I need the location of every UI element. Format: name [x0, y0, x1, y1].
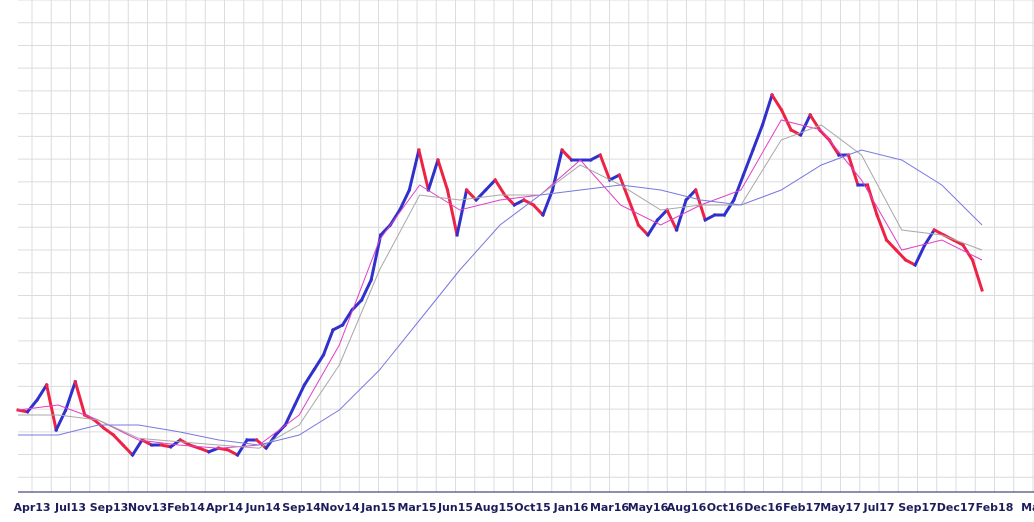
candle [311, 352, 326, 373]
candle [922, 227, 937, 248]
candle [970, 258, 984, 292]
candle [703, 212, 717, 223]
candle [626, 198, 641, 227]
moving-average [18, 149, 983, 446]
candle [25, 397, 40, 414]
x-tick-label: Jan16 [553, 501, 589, 514]
candle [588, 152, 603, 163]
candle [330, 322, 345, 333]
candle [683, 187, 698, 203]
x-tick-label: Feb17 [783, 501, 821, 514]
candle [722, 197, 736, 218]
candle [63, 379, 78, 412]
moving-average [17, 119, 983, 449]
x-tick-label: Feb18 [976, 501, 1014, 514]
candle [455, 188, 469, 237]
candle [913, 243, 927, 267]
grid [18, 0, 1034, 492]
candle [483, 177, 498, 193]
x-tick-label: Nov14 [320, 501, 360, 514]
x-tick-label: May16 [628, 501, 669, 514]
candle [73, 379, 87, 417]
candle [893, 247, 908, 263]
candle [225, 447, 240, 458]
x-tick-label: Jan15 [360, 501, 396, 514]
candle [636, 222, 651, 238]
x-tick-label: Sep13 [90, 501, 129, 514]
candle [35, 382, 49, 403]
x-tick-label: Aug16 [667, 501, 707, 514]
x-tick-label: Aug15 [474, 501, 514, 514]
x-tick-label: Dec16 [744, 501, 783, 514]
candle [445, 188, 459, 237]
candle [559, 147, 574, 163]
x-tick-label: Oct16 [707, 501, 744, 514]
candle [120, 442, 135, 458]
candle [550, 148, 564, 192]
candle [521, 197, 536, 208]
candle [932, 227, 946, 238]
x-tick-label: Dec17 [937, 501, 975, 514]
candle [92, 417, 107, 431]
candle [951, 237, 965, 248]
x-tick-label: Jul17 [862, 501, 894, 514]
x-tick-label: May17 [820, 501, 861, 514]
x-tick-label: Oct15 [514, 501, 550, 514]
moving-average [18, 124, 983, 449]
candle [884, 237, 899, 253]
plot [16, 92, 984, 458]
x-tick-label: Mar15 [397, 501, 436, 514]
x-tick-label: Feb14 [167, 501, 205, 514]
candle [168, 437, 183, 449]
candle [436, 158, 450, 192]
candle [426, 158, 440, 192]
candle [875, 213, 889, 242]
candle [407, 148, 421, 192]
x-tick-label: Jul13 [54, 501, 86, 514]
x-tick-label: Sep17 [898, 501, 937, 514]
candle [474, 187, 488, 203]
candle [44, 383, 58, 432]
candle [607, 172, 622, 183]
candle [750, 123, 765, 152]
candle [369, 233, 383, 282]
x-tick-label: Jun15 [437, 501, 473, 514]
candle [321, 328, 335, 357]
candle [808, 112, 822, 133]
candle [760, 93, 774, 127]
candle [598, 153, 612, 182]
candle [292, 383, 307, 407]
x-tick-label: Jun14 [244, 501, 280, 514]
candle [789, 127, 803, 138]
candle [769, 92, 784, 113]
candle [130, 437, 145, 458]
candle [417, 148, 431, 192]
candle [235, 437, 250, 458]
candle [302, 367, 316, 388]
x-tick-label: Apr14 [206, 501, 243, 514]
candle [340, 307, 355, 328]
candle [655, 207, 670, 223]
x-tick-label: Nov13 [128, 501, 167, 514]
x-tick-label: Sep14 [282, 501, 321, 514]
candle [493, 177, 507, 198]
candle [111, 432, 126, 448]
x-tick-label: Apr13 [13, 501, 50, 514]
candle [54, 408, 68, 432]
candle [741, 148, 755, 177]
candle [731, 173, 746, 202]
candle [283, 403, 297, 427]
candle [502, 192, 517, 208]
candle [779, 108, 794, 132]
x-tick-label: Mar16 [590, 501, 629, 514]
candle [531, 202, 546, 218]
x-tick-label: Mar [1021, 501, 1034, 514]
candle [397, 188, 412, 212]
candle [101, 426, 116, 438]
candle [903, 257, 918, 268]
candle [865, 183, 879, 217]
candle [359, 278, 374, 302]
